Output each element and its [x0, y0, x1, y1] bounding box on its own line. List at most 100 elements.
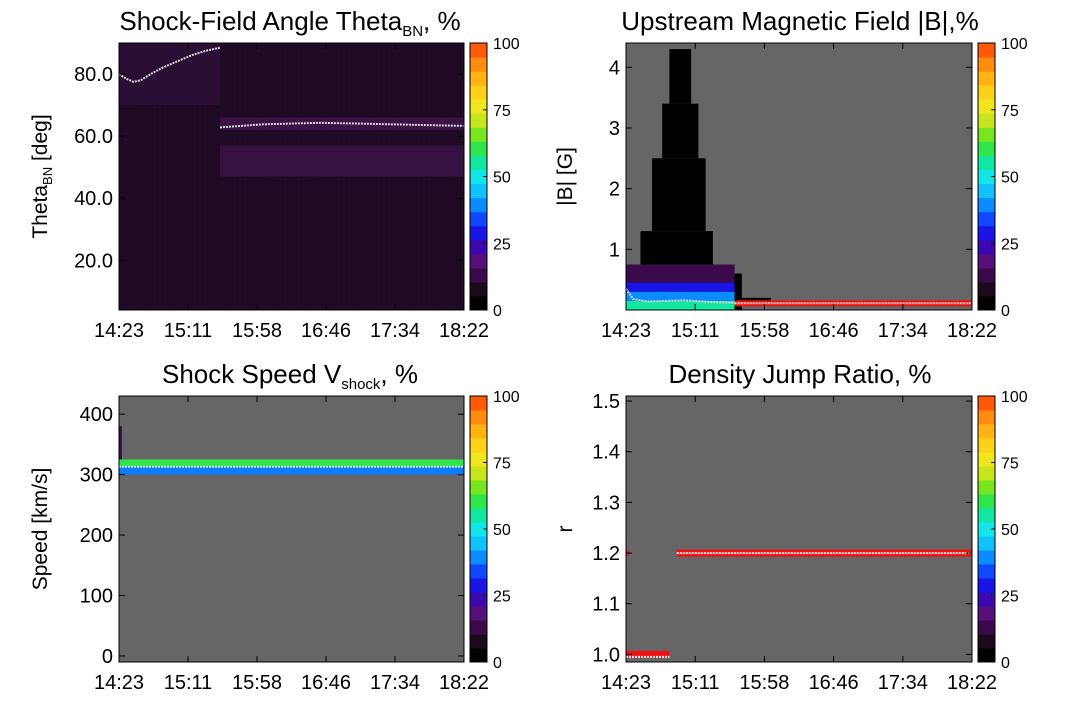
colorbar-segment [978, 396, 995, 411]
colorbar-segment [978, 536, 995, 551]
colorbar-segment [978, 197, 995, 213]
colorbar-segment [978, 438, 995, 453]
y-axis-label: |B| [G] [554, 147, 577, 206]
colorbar-segment [470, 113, 487, 128]
colorbar-tick-label: 25 [493, 589, 511, 606]
colorbar-segment [978, 155, 995, 170]
colorbar-segment [470, 99, 487, 114]
y-axis-label: ThetaBN [deg] [29, 114, 55, 238]
colorbar-segment [978, 410, 995, 425]
colorbar-segment [978, 183, 995, 199]
colorbar-segment [978, 113, 995, 128]
y-axis-label-main: |B| [G] [554, 147, 577, 206]
x-tick-label: 16:46 [809, 672, 859, 694]
colorbar-tick-label: 50 [493, 170, 511, 187]
data-band-1 [626, 650, 670, 658]
colorbar-segment [470, 494, 487, 509]
texture-stripe [153, 43, 155, 310]
colorbar-segment [470, 155, 487, 170]
y-tick-label: 200 [80, 525, 113, 547]
colorbar: 0 25 50 75 100 [469, 389, 520, 672]
median-line-2 [219, 121, 464, 129]
colorbar-tick-label: 50 [493, 522, 511, 539]
colorbar-segment [470, 57, 487, 72]
colorbar-segment [978, 480, 995, 495]
chart-panel-4: 1.0 1.1 1.2 1.3 1.4 1.5 14:23 15:11 15:58 16:46 17… [554, 359, 1028, 694]
colorbar-segment [978, 99, 995, 114]
plot-area [119, 426, 464, 475]
colorbar-segment [978, 494, 995, 509]
colorbar-segment [978, 606, 995, 621]
colorbar-tick-label: 0 [493, 655, 502, 672]
x-tick-label: 14:23 [94, 320, 144, 342]
colorbar-tick-label: 75 [1001, 103, 1019, 120]
colorbar-segment [470, 452, 487, 467]
colorbar-segment [470, 43, 487, 58]
data-band-7 [626, 264, 735, 283]
colorbar-segment [470, 550, 487, 565]
plot-frame [625, 42, 973, 311]
y-axis-label-main: Theta [29, 185, 52, 239]
colorbar-segment [470, 606, 487, 621]
y-tick-label: 1 [609, 239, 620, 261]
y-axis-label: Speed [km/s] [29, 468, 52, 591]
colorbar-segment [470, 253, 487, 269]
colorbar-segment [978, 239, 995, 255]
texture-stripe [124, 43, 126, 310]
y-tick-label: 3 [609, 118, 620, 140]
colorbar-segment [978, 295, 995, 311]
colorbar-tick-label: 100 [1001, 389, 1028, 406]
median-line-1 [119, 46, 221, 83]
x-tick-label: 17:34 [878, 320, 928, 342]
colorbar-segment [470, 536, 487, 551]
plot-background [626, 396, 972, 662]
colorbar-segment [470, 295, 487, 311]
colorbar-segment [978, 211, 995, 227]
colorbar-segment [470, 522, 487, 537]
y-axis-label-main: r [554, 526, 577, 533]
colorbar-segment [978, 424, 995, 439]
data-band-2 [119, 466, 464, 475]
y-tick-label: 1.0 [592, 644, 620, 666]
chart-title-main: Upstream Magnetic Field |B|,% [621, 6, 978, 36]
plot-frame [118, 42, 465, 311]
colorbar-segment [978, 169, 995, 185]
colorbar-segment [978, 127, 995, 142]
data-band-5 [669, 49, 692, 104]
colorbar-segment [470, 71, 487, 86]
colorbar-segment [470, 183, 487, 199]
plot-frame [625, 395, 973, 663]
colorbar-segment [978, 267, 995, 283]
y-tick-label: 0 [102, 646, 113, 668]
colorbar-tick-label: 0 [1001, 655, 1010, 672]
y-axis-label-main: Speed [km/s] [29, 468, 52, 591]
y-tick-label: 400 [80, 404, 113, 426]
texture-stripe [170, 43, 172, 310]
x-tick-label: 15:58 [232, 672, 282, 694]
chart-panel-3: 0 100 200 300 400 14:23 15:11 15:58 16:46 17:34 18… [29, 359, 520, 694]
colorbar-segment [978, 648, 995, 663]
plot-frame [118, 395, 465, 663]
x-tick-label: 15:58 [739, 320, 789, 342]
texture-stripe [205, 43, 207, 310]
y-tick-label: 2 [609, 179, 620, 201]
colorbar-segment [470, 634, 487, 649]
y-tick-label: 20.0 [74, 250, 113, 272]
y-tick-label: 1.1 [592, 594, 620, 616]
y-tick-label: 1.5 [592, 391, 620, 413]
y-tick-label: 100 [80, 586, 113, 608]
chart-panel-2: 1 2 3 4 14:23 15:11 15:58 16:46 17:34 18:22 Upstre… [554, 6, 1028, 342]
colorbar-segment [978, 620, 995, 635]
colorbar-tick-label: 75 [493, 456, 511, 473]
colorbar-tick-label: 100 [493, 36, 520, 53]
colorbar-segment [978, 253, 995, 269]
colorbar-segment [978, 634, 995, 649]
y-axis-label: r [554, 526, 577, 533]
colorbar-tick-label: 25 [493, 236, 511, 253]
texture-stripe [176, 43, 178, 310]
x-tick-label: 15:58 [232, 320, 282, 342]
data-band-3 [652, 158, 706, 232]
texture-stripe [216, 43, 218, 310]
colorbar-segment [470, 410, 487, 425]
colorbar-segment [470, 281, 487, 297]
